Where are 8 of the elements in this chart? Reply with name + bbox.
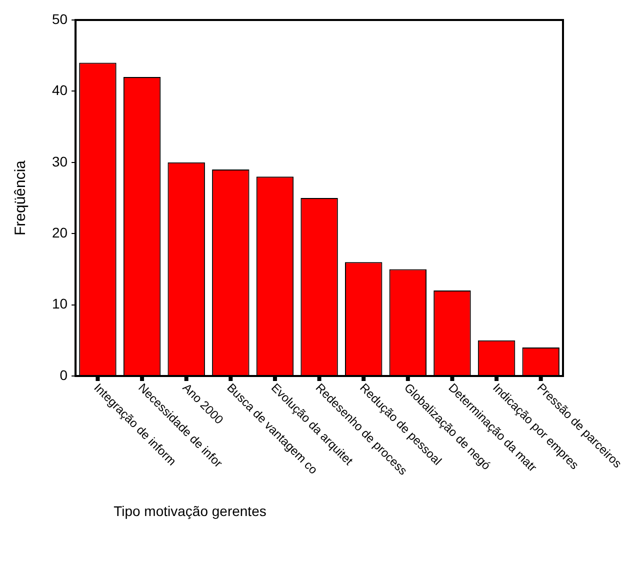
y-tick-label: 40 — [52, 82, 68, 98]
y-axis-title: Freqüência — [12, 160, 30, 236]
x-axis-title: Tipo motivação gerentes — [114, 502, 266, 519]
y-tick-label: 10 — [52, 296, 68, 312]
y-tick-label: 0 — [60, 366, 68, 383]
y-tick-label: 20 — [52, 224, 68, 240]
y-tick-label: 50 — [52, 10, 68, 27]
y-tick-label: 30 — [52, 153, 68, 170]
